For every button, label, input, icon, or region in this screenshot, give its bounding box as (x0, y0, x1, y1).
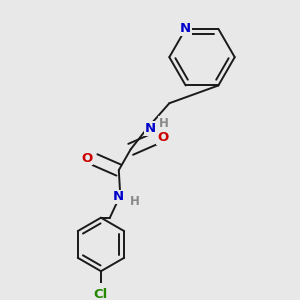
Text: N: N (180, 22, 191, 35)
Text: H: H (158, 117, 168, 130)
Text: Cl: Cl (94, 289, 108, 300)
Text: H: H (130, 195, 140, 208)
Text: O: O (157, 131, 168, 144)
Text: N: N (112, 190, 124, 203)
Text: N: N (144, 122, 156, 135)
Text: O: O (81, 152, 92, 165)
